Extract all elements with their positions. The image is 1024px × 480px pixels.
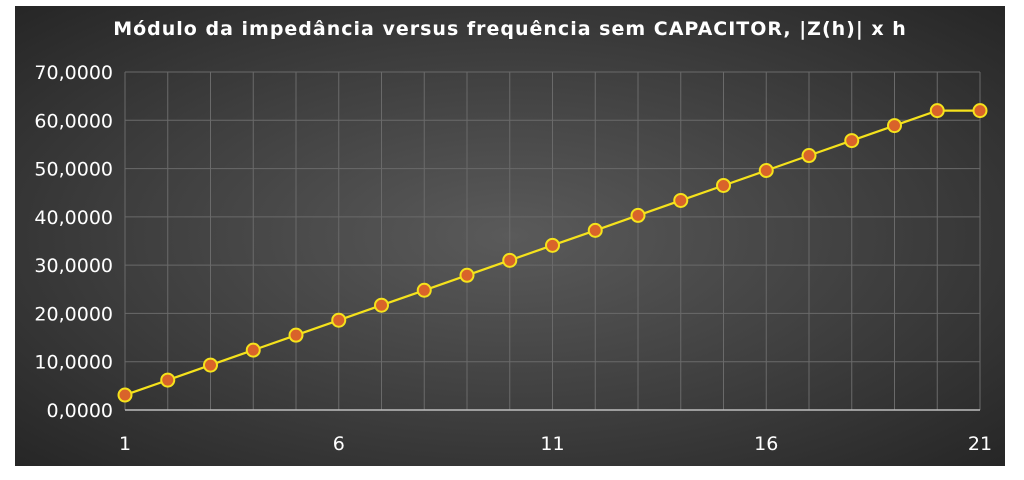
data-point	[716, 177, 731, 193]
data-point	[331, 312, 347, 328]
y-tick-label: 0,0000	[47, 400, 113, 422]
y-tick-label: 60,0000	[34, 110, 113, 132]
data-point	[801, 148, 817, 164]
data-point	[844, 133, 860, 149]
y-tick-label: 20,0000	[34, 303, 113, 325]
data-point	[117, 387, 133, 403]
data-point	[972, 103, 988, 119]
data-point	[929, 103, 945, 119]
data-point	[630, 207, 646, 223]
x-tick-label: 6	[333, 433, 345, 455]
line-chart: 0,0000 10,0000 20,0000 30,0000 40,0000 50,000…	[34, 62, 992, 455]
data-point	[758, 163, 774, 179]
y-tick-label: 50,0000	[34, 159, 113, 181]
data-point	[416, 282, 432, 298]
data-point	[587, 222, 603, 238]
data-point	[887, 118, 902, 134]
data-point	[288, 327, 304, 343]
y-tick-label: 10,0000	[34, 352, 113, 374]
y-tick-label: 40,0000	[34, 207, 113, 229]
data-point	[203, 357, 218, 373]
data-point	[502, 252, 518, 268]
data-point	[160, 372, 176, 388]
x-tick-label: 16	[754, 433, 778, 455]
data-point	[245, 342, 261, 358]
data-point	[545, 237, 560, 253]
x-tick-label: 11	[540, 433, 564, 455]
chart-title: Módulo da impedância versus frequência s…	[113, 18, 907, 40]
data-point	[673, 192, 689, 208]
y-tick-label: 30,0000	[34, 255, 113, 277]
y-tick-label: 70,0000	[34, 62, 113, 84]
data-point	[459, 267, 475, 283]
x-tick-label: 1	[119, 433, 131, 455]
data-point	[374, 297, 389, 313]
x-tick-label: 21	[968, 433, 992, 455]
chart-frame: Módulo da impedância versus frequência s…	[15, 6, 1005, 466]
